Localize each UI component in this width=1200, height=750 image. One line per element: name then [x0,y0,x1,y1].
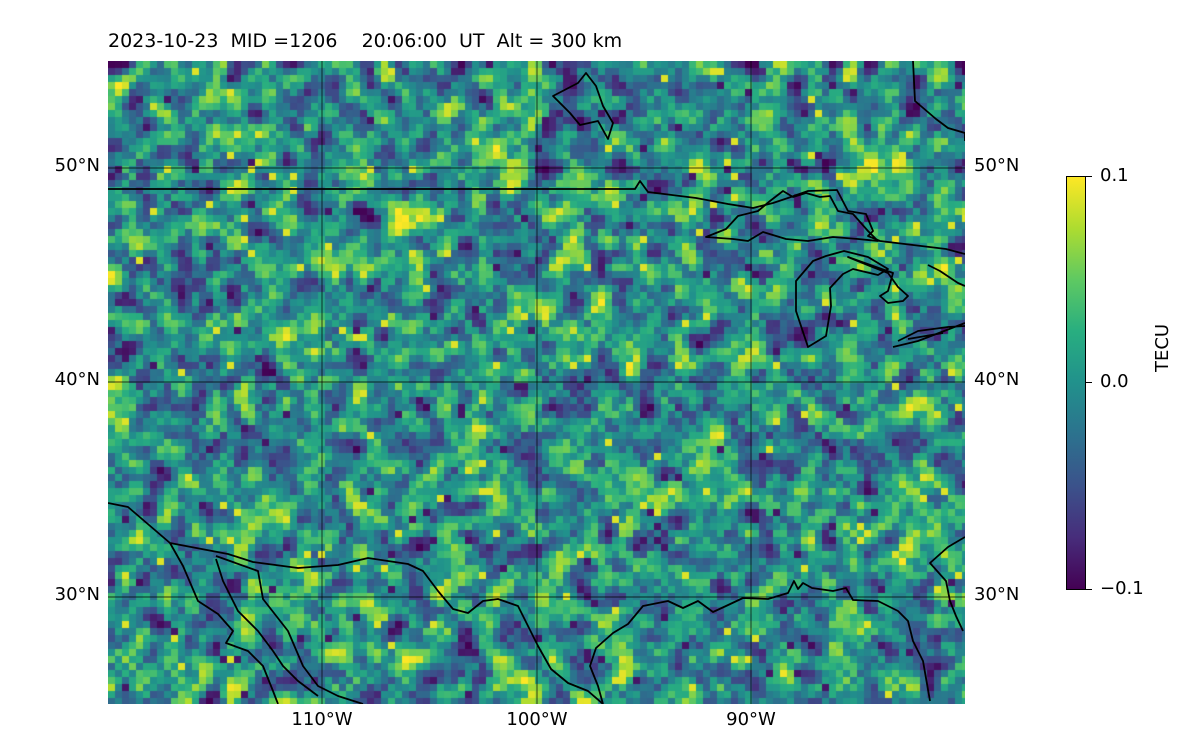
lake-winnipeg [552,72,614,140]
east-coast [927,264,965,287]
lake-erie-ontario [892,322,965,348]
colorbar-unit-label: TECU [1152,323,1173,372]
colorbar-mid-label: 0.0 [1100,371,1129,392]
colorbar [1066,176,1086,590]
colorbar-max-label: 0.1 [1100,165,1129,186]
lake-superior [705,190,879,242]
lon-label-90w: 90°W [726,709,776,730]
gulf-of-california [215,555,364,704]
colorbar-tick-min [1086,589,1092,590]
hudson-bay-coast [912,61,965,141]
map-overlay [108,61,965,704]
lat-label-40n-left: 40°N [54,369,100,390]
us-canada-border [108,180,965,255]
lat-label-30n-left: 30°N [54,584,100,605]
lat-label-50n-left: 50°N [54,155,100,176]
mexico-west-coast [215,558,319,697]
tec-map[interactable] [108,61,965,704]
colorbar-min-label: −0.1 [1100,578,1144,599]
lon-label-100w: 100°W [506,709,568,730]
baja-california [169,542,279,704]
map-title: 2023-10-23 MID =1206 20:06:00 UT Alt = 3… [108,30,623,52]
colorbar-tick-max [1086,176,1092,177]
lake-huron [847,256,909,304]
lat-label-40n-right: 40°N [974,369,1020,390]
gridlines [108,61,965,704]
florida-coast [929,536,965,632]
lake-michigan [795,250,889,348]
gulf-coast [589,580,931,704]
mexico-border [108,502,604,704]
coastlines [108,61,965,704]
lat-label-30n-right: 30°N [974,584,1020,605]
colorbar-tick-mid [1086,382,1092,383]
lat-label-50n-right: 50°N [974,155,1020,176]
lon-label-110w: 110°W [291,709,353,730]
